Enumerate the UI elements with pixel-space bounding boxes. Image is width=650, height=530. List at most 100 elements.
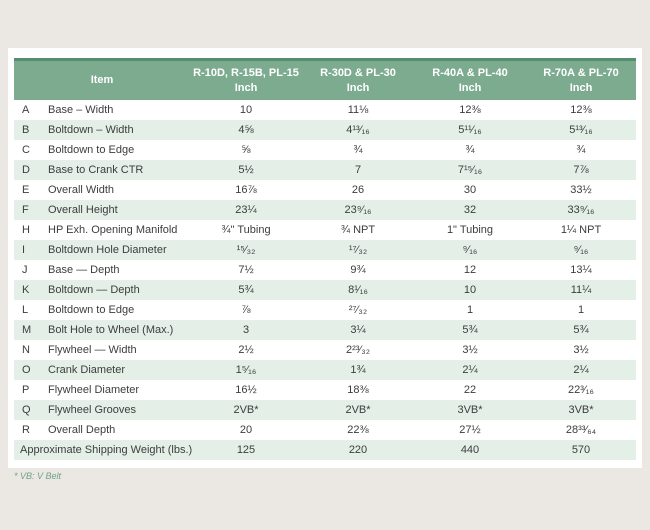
row-value: 1¾ [350,364,366,376]
row-value: ⅝ [241,144,251,156]
column-header-item: Item [14,61,190,100]
row-value: 20 [239,424,253,436]
row-value: 12⅜ [570,104,592,116]
row-value: 22³⁄₁₆ [568,384,594,396]
table-row: I Boltdown Hole Diameter ¹⁵⁄₃₂ ¹⁷⁄₃₂ ⁹⁄₁₆ ⁹⁄₁… [14,240,636,260]
row-item-label: Base — Depth [48,264,120,276]
summary-row-value: 440 [460,444,480,456]
row-letter: B [22,124,30,136]
row-value: 5¾ [462,324,478,336]
row-value: 3 [242,324,250,336]
table-row: Q Flywheel Grooves 2VB* 2VB* 3VB* 3VB* [14,400,636,420]
table-row: H HP Exh. Opening Manifold ¾" Tubing ¾ NPT 1… [14,220,636,240]
row-value: ¾ [465,144,475,156]
row-value: 2²³⁄₃₂ [345,344,371,356]
column-header-unit-label: Inch [458,81,482,94]
row-value: 5¾ [238,284,254,296]
row-item-label: Boltdown to Edge [48,304,135,316]
table-row: B Boltdown – Width 4⅝ 4¹³⁄₁₆ 5¹¹⁄₁₆ 5¹³⁄₁₆ [14,120,636,140]
row-value: 9¾ [350,264,366,276]
row-value: 1 [466,304,474,316]
row-item-label: Overall Height [48,204,118,216]
row-letter: I [22,244,26,256]
spec-table-panel: Item R-10D, R-15B, PL-15 Inch R-30D & PL-3… [8,48,642,468]
row-value: 3½ [573,344,589,356]
table-row: L Boltdown to Edge ⅞ ²⁷⁄₃₂ 1 1 [14,300,636,320]
row-value: ¾ [576,144,586,156]
row-value: 16½ [235,384,257,396]
table-row: E Overall Width 16⅞ 26 30 33½ [14,180,636,200]
row-letter: H [22,224,30,236]
column-header-models-label: R-40A & PL-40 [432,66,508,79]
row-value: 5¹³⁄₁₆ [569,124,593,136]
row-value: 4⅝ [238,124,254,136]
row-value: 22⅜ [347,424,369,436]
row-letter: M [22,324,32,336]
row-value: 2½ [238,344,254,356]
row-value: ¹⁷⁄₃₂ [348,244,368,256]
row-item-label: Base to Crank CTR [48,164,144,176]
row-value: 1" Tubing [446,224,494,236]
row-letter: E [22,184,30,196]
row-item-label: Base – Width [48,104,114,116]
row-value: 5½ [238,164,254,176]
summary-row-label: Approximate Shipping Weight (lbs.) [20,444,193,456]
row-value: 8¹⁄₁₆ [348,284,368,296]
row-letter: N [22,344,30,356]
row-item-label: Boltdown Hole Diameter [48,244,167,256]
table-row: O Crank Diameter 1⁵⁄₁₆ 1¾ 2¼ 2¼ [14,360,636,380]
row-value: 3VB* [457,404,483,416]
column-header-models-label: R-10D, R-15B, PL-15 [193,66,299,79]
row-item-label: Overall Depth [48,424,116,436]
row-value: 12 [463,264,477,276]
row-value: ⅞ [241,304,251,316]
row-value: 26 [351,184,365,196]
row-value: 2VB* [345,404,371,416]
row-value: 2¼ [462,364,478,376]
row-value: 27½ [459,424,481,436]
column-header-unit-label: Inch [346,81,370,94]
row-value: 12⅜ [459,104,481,116]
row-letter: F [22,204,29,216]
column-header-models-1: R-30D & PL-30 Inch [302,61,414,100]
row-value: 7½ [238,264,254,276]
row-value: 11¼ [570,284,592,296]
row-value: 4¹³⁄₁₆ [346,124,370,136]
row-value: 2¼ [573,364,589,376]
row-letter: P [22,384,30,396]
table-row: K Boltdown — Depth 5¾ 8¹⁄₁₆ 10 11¼ [14,280,636,300]
row-value: 18⅜ [347,384,369,396]
row-letter: A [22,104,30,116]
row-letter: C [22,144,30,156]
row-letter: D [22,164,30,176]
column-header-models-label: R-70A & PL-70 [543,66,619,79]
row-value: 13¼ [570,264,592,276]
row-value: ⁹⁄₁₆ [462,244,478,256]
row-letter: Q [22,404,31,416]
footnote-vb-note: * VB: V Belt [14,471,62,481]
table-row: D Base to Crank CTR 5½ 7 7¹⁵⁄₁₆ 7⅞ [14,160,636,180]
row-item-label: Crank Diameter [48,364,126,376]
row-item-label: Flywheel — Width [48,344,137,356]
column-header-unit-label: Inch [234,81,258,94]
summary-row-value: 220 [348,444,368,456]
table-row: F Overall Height 23¼ 23⁹⁄₁₆ 32 33⁹⁄₁₆ [14,200,636,220]
row-value: 7⅞ [573,164,589,176]
row-value: ¾ NPT [340,224,376,236]
row-value: 23¼ [235,204,257,216]
row-item-label: Boltdown — Depth [48,284,140,296]
row-letter: R [22,424,30,436]
column-header-models-2: R-40A & PL-40 Inch [414,61,526,100]
row-letter: L [22,304,29,316]
row-value: 3½ [462,344,478,356]
row-item-label: Boltdown – Width [48,124,134,136]
row-item-label: Flywheel Grooves [48,404,137,416]
row-value: 3¼ [350,324,366,336]
table-body: A Base – Width 10 11⅛ 12⅜ 12⅜ B Boltdown – Widt… [14,100,636,460]
row-value: 1 [577,304,585,316]
row-value: ¾ [353,144,363,156]
table-row: M Bolt Hole to Wheel (Max.) 3 3¼ 5¾ 5¾ [14,320,636,340]
table-row: J Base — Depth 7½ 9¾ 12 13¼ [14,260,636,280]
row-letter: J [22,264,28,276]
